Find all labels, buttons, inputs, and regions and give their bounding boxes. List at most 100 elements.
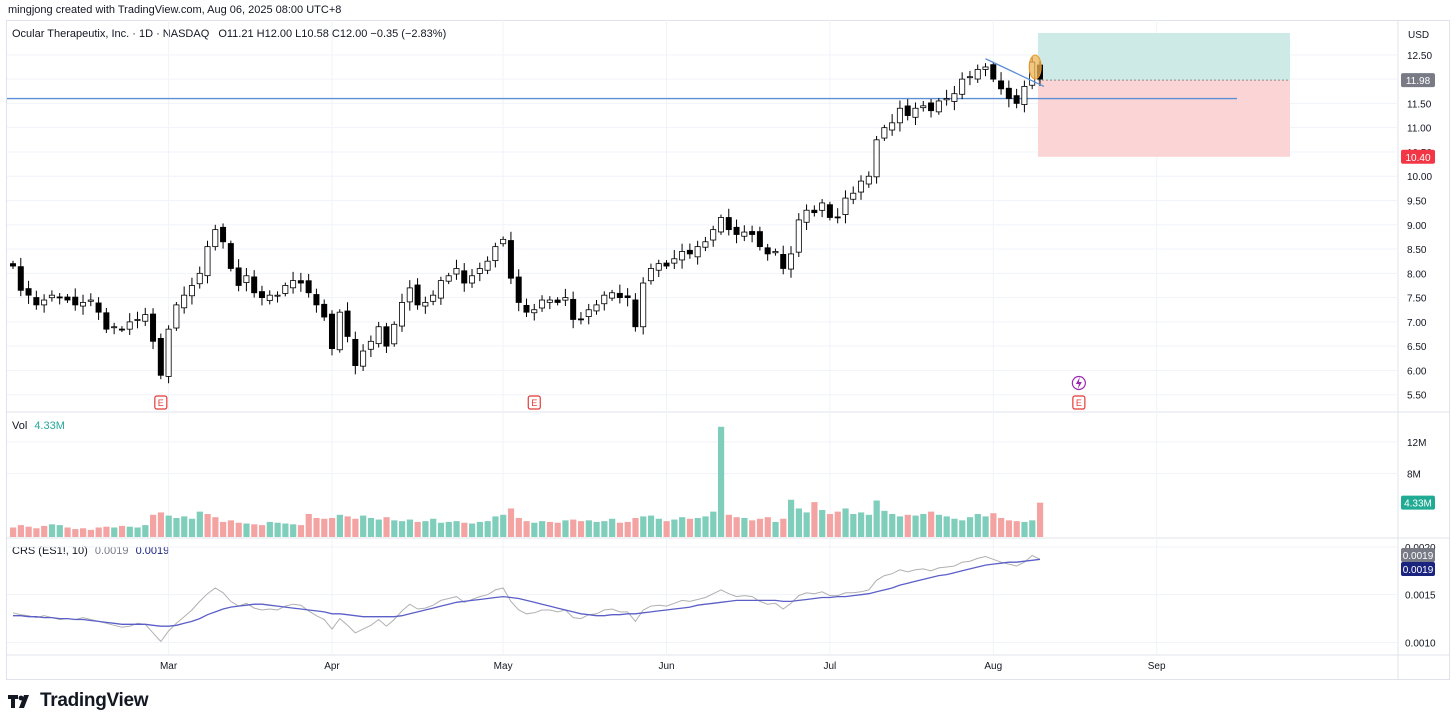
volume-bar xyxy=(515,517,522,537)
volume-bar xyxy=(274,522,281,537)
candle xyxy=(258,291,265,299)
candle xyxy=(17,266,24,291)
candle xyxy=(733,226,740,235)
volume-bar xyxy=(391,520,398,537)
candle xyxy=(251,276,258,294)
candle xyxy=(749,231,756,235)
volume-bar xyxy=(710,511,717,537)
candle xyxy=(632,299,639,328)
volume-bar xyxy=(266,521,273,537)
volume-bar xyxy=(204,514,211,537)
candle xyxy=(9,263,16,267)
tradingview-footer[interactable]: TradingView xyxy=(8,690,149,712)
candle xyxy=(943,98,950,101)
volume-bar xyxy=(982,516,989,537)
candle xyxy=(546,299,553,303)
volume-bar xyxy=(360,515,367,537)
volume-bar xyxy=(235,522,242,537)
candle xyxy=(609,292,616,299)
volume-bar xyxy=(842,508,849,537)
volume-bar xyxy=(118,525,126,537)
volume-bar xyxy=(655,518,662,537)
volume-bar xyxy=(686,518,694,537)
crs-badge-2-label: 0.0019 xyxy=(1403,565,1434,576)
stop-zone xyxy=(1037,80,1290,157)
candle xyxy=(694,246,701,258)
volume-bar xyxy=(406,519,413,537)
candle xyxy=(445,275,452,282)
month-tick-label: Jun xyxy=(658,661,674,672)
candle xyxy=(819,202,826,211)
volume-bar xyxy=(492,516,499,537)
volume-tick-label: 8M xyxy=(1407,470,1421,481)
volume-bar xyxy=(725,514,732,537)
earnings-marker xyxy=(1072,395,1086,410)
volume-bar xyxy=(741,517,748,537)
volume-bar xyxy=(702,516,709,537)
candle xyxy=(406,287,413,303)
volume-bar xyxy=(25,526,32,537)
volume-bar xyxy=(344,516,351,537)
candle xyxy=(437,280,444,299)
candle xyxy=(850,192,857,200)
crs-average-line xyxy=(13,558,1041,627)
volume-bar xyxy=(609,518,616,537)
candle xyxy=(998,80,1005,90)
volume-bar xyxy=(554,522,561,537)
volume-bar xyxy=(1036,502,1044,537)
candle xyxy=(305,280,312,294)
candle xyxy=(795,219,802,253)
candle xyxy=(904,105,911,116)
candle xyxy=(593,304,600,312)
volume-bar xyxy=(297,525,305,537)
price-tick-label: 10.00 xyxy=(1407,172,1432,183)
month-tick-label: Sep xyxy=(1148,661,1166,672)
volume-bar xyxy=(640,516,647,537)
volume-bar xyxy=(461,522,468,537)
volume-bar xyxy=(103,526,110,537)
candle xyxy=(360,350,367,367)
volume-bar xyxy=(282,523,289,537)
volume-bar xyxy=(974,514,981,537)
volume-bar xyxy=(476,521,483,537)
tradingview-logo-icon xyxy=(8,695,29,708)
candle xyxy=(686,249,693,255)
candle xyxy=(290,280,297,289)
volume-bar xyxy=(95,527,102,537)
candle xyxy=(725,217,732,231)
candle xyxy=(25,288,32,296)
crs-value-1: 0.0019 xyxy=(94,545,129,557)
volume-bar xyxy=(601,521,608,537)
candle xyxy=(826,204,833,218)
candle xyxy=(48,294,55,299)
volume-bar xyxy=(1005,520,1013,537)
volume-bar xyxy=(624,521,631,537)
candle xyxy=(756,231,763,248)
candle xyxy=(577,318,584,321)
candle xyxy=(453,268,460,275)
crs-legend[interactable]: CRS (ES1!, 10) 0.0019 0.0019 xyxy=(12,545,169,557)
volume-bar xyxy=(928,511,935,537)
candle xyxy=(764,247,771,255)
currency-label: USD xyxy=(1408,30,1429,41)
candle xyxy=(858,180,865,193)
volume-legend[interactable]: Vol 4.33M xyxy=(12,420,65,432)
candle xyxy=(702,241,709,248)
price-tick-label: 8.00 xyxy=(1407,269,1427,280)
volume-bar xyxy=(881,510,888,537)
month-tick-label: Jul xyxy=(824,661,837,672)
candle xyxy=(313,294,320,306)
crs-badge-2 xyxy=(1401,562,1435,576)
candle xyxy=(56,296,63,299)
candle xyxy=(717,217,724,233)
price-tick-label: 5.50 xyxy=(1407,391,1427,402)
chart-svg[interactable]: USD EEE 12.5012.0011.5011.0010.5010.009.… xyxy=(0,0,1456,690)
volume-bar xyxy=(826,514,834,537)
volume-bar xyxy=(562,520,569,537)
volume-label: Vol xyxy=(12,420,28,432)
volume-bar xyxy=(375,519,382,537)
candle xyxy=(134,319,141,321)
volume-bar xyxy=(33,528,40,537)
candle xyxy=(500,238,507,245)
month-tick-label: May xyxy=(494,661,513,672)
